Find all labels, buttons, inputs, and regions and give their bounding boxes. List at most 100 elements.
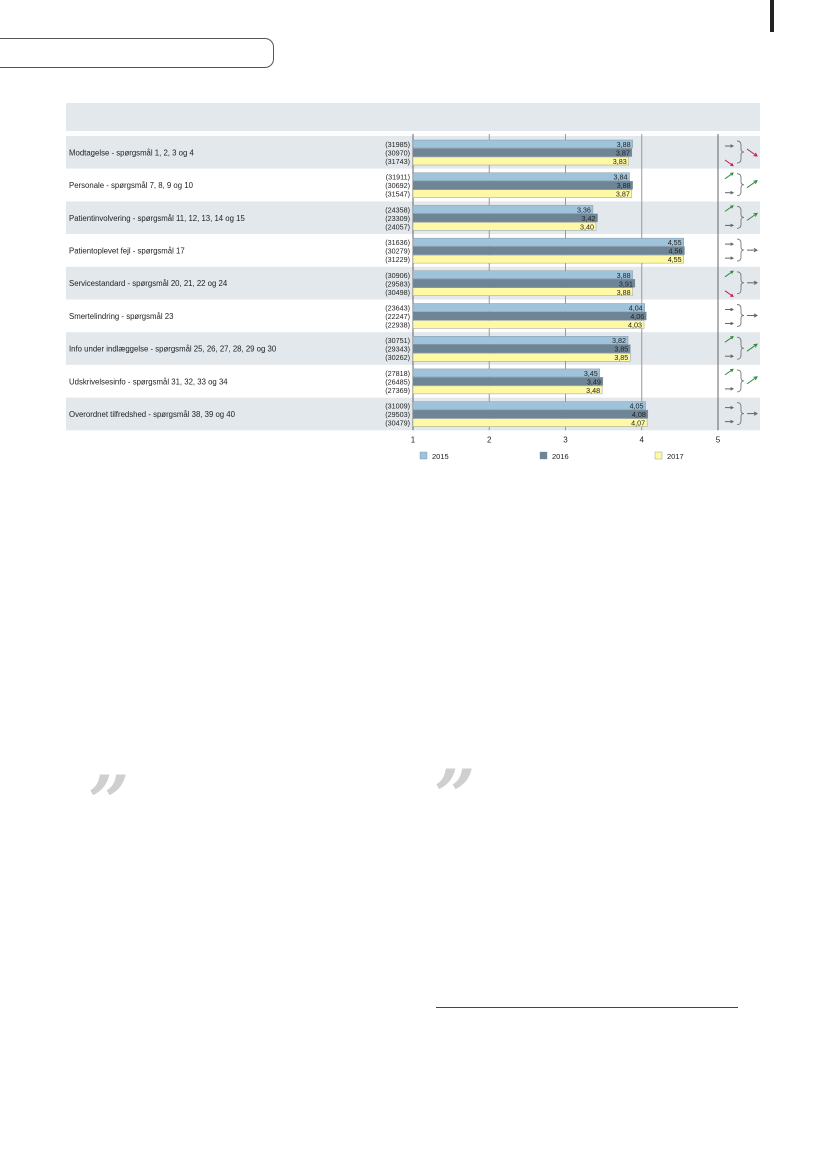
brace-icon bbox=[736, 402, 745, 426]
category-label: Info under indlæggelse - spørgsmål 25, 2… bbox=[69, 345, 277, 354]
respondent-count: (23643) bbox=[385, 304, 410, 313]
respondent-count: (22938) bbox=[385, 321, 410, 330]
trend-arrow-icon bbox=[724, 368, 734, 376]
trend-arrow-icon bbox=[753, 152, 758, 157]
divider-line bbox=[436, 1007, 738, 1008]
trend-arrow-icon bbox=[746, 212, 758, 221]
bar-value-label: 3,88 bbox=[617, 181, 631, 190]
trend-arrow-icon bbox=[746, 343, 758, 352]
bar-value-label: 3,82 bbox=[612, 336, 626, 345]
brace-icon bbox=[736, 205, 745, 229]
bar bbox=[412, 377, 604, 386]
trend-arrow-icon bbox=[724, 290, 734, 297]
bar bbox=[412, 336, 629, 345]
bar bbox=[412, 311, 647, 321]
bar-value-label: 3,42 bbox=[582, 214, 596, 223]
respondent-count: (30479) bbox=[385, 419, 410, 428]
bar-value-label: 4,55 bbox=[668, 238, 682, 247]
category-label: Patientinvolvering - spørgsmål 11, 12, 1… bbox=[69, 214, 245, 223]
bar-value-label: 3,87 bbox=[616, 190, 630, 199]
bar-value-label: 3,88 bbox=[617, 140, 631, 149]
trend-arrow-icon bbox=[753, 411, 759, 416]
trend-arrow-icon bbox=[730, 321, 735, 326]
category-label: Personale - spørgsmål 7, 8, 9 og 10 bbox=[69, 181, 194, 190]
bar-value-label: 3,49 bbox=[587, 377, 601, 386]
respondent-count: (30692) bbox=[385, 181, 410, 190]
bar bbox=[412, 320, 645, 329]
respondent-count: (31911) bbox=[386, 173, 410, 182]
bar-value-label: 3,87 bbox=[616, 149, 630, 158]
trend-arrow-icon bbox=[730, 387, 735, 391]
header-tab bbox=[0, 38, 274, 68]
trend-arrow-icon bbox=[753, 212, 758, 217]
bar-value-label: 4,04 bbox=[629, 304, 643, 313]
bar-value-label: 3,85 bbox=[614, 353, 628, 362]
respondent-count: (22247) bbox=[385, 312, 410, 321]
trend-arrow-icon bbox=[753, 247, 759, 253]
trend-arrow-icon bbox=[724, 205, 734, 212]
x-tick-label: 2 bbox=[487, 435, 492, 444]
bar-value-label: 4,56 bbox=[668, 247, 682, 256]
respondent-count: (31985) bbox=[385, 140, 410, 149]
bar bbox=[412, 222, 597, 231]
trend-arrow-icon bbox=[730, 354, 735, 358]
bar bbox=[412, 189, 633, 198]
respondent-count: (31009) bbox=[385, 402, 410, 411]
bar-value-label: 3,40 bbox=[580, 222, 594, 231]
bar bbox=[412, 279, 636, 288]
respondent-count: (29343) bbox=[385, 345, 410, 354]
respondent-count: (30751) bbox=[385, 336, 410, 345]
bar bbox=[412, 368, 601, 378]
respondent-count: (26485) bbox=[385, 377, 410, 386]
bar bbox=[412, 344, 631, 353]
quote-mark-right-icon: ” bbox=[434, 753, 476, 838]
legend-label: 2016 bbox=[552, 452, 569, 461]
legend-label: 2017 bbox=[667, 452, 684, 461]
table-header-band bbox=[66, 103, 760, 131]
bar-value-label: 3,84 bbox=[614, 173, 628, 182]
legend-swatch bbox=[539, 451, 548, 460]
bar bbox=[412, 254, 684, 264]
bar-value-label: 4,03 bbox=[628, 321, 642, 330]
category-label: Udskrivelsesinfo - spørgsmål 31, 32, 33 … bbox=[69, 377, 228, 386]
x-tick-label: 4 bbox=[640, 435, 645, 444]
trend-arrow-icon bbox=[746, 376, 758, 385]
category-label: Smertelindring - spørgsmål 23 bbox=[69, 312, 173, 321]
trend-arrow-icon bbox=[753, 343, 758, 348]
category-label: Servicestandard - spørgsmål 20, 21, 22 o… bbox=[69, 279, 228, 288]
trend-arrow-icon bbox=[724, 172, 734, 180]
category-label: Patientoplevet fejl - spørgsmål 17 bbox=[69, 246, 185, 255]
bar-value-label: 3,88 bbox=[617, 271, 631, 280]
respondent-count: (24057) bbox=[385, 222, 410, 231]
legend-label: 2015 bbox=[432, 452, 449, 461]
bar bbox=[412, 246, 685, 255]
trend-arrow-icon bbox=[730, 293, 734, 297]
trend-arrow-icon bbox=[730, 405, 735, 410]
trend-arrow-icon bbox=[746, 148, 758, 157]
respondent-count: (30970) bbox=[385, 149, 410, 158]
trend-arrow-icon bbox=[730, 162, 734, 167]
respondent-count: (30906) bbox=[385, 271, 410, 280]
x-tick-label: 1 bbox=[411, 435, 416, 444]
bar bbox=[412, 270, 633, 279]
trend-arrow-icon bbox=[753, 376, 758, 381]
page-edge-bar bbox=[770, 0, 774, 32]
brace-icon bbox=[736, 140, 745, 164]
brace-icon bbox=[736, 304, 745, 327]
bar bbox=[412, 385, 603, 395]
brace-icon bbox=[736, 271, 745, 295]
trend-arrow-icon bbox=[746, 180, 758, 189]
trend-arrow-icon bbox=[753, 180, 758, 185]
bar bbox=[412, 418, 648, 427]
brace-icon bbox=[736, 173, 745, 197]
trend-arrow-icon bbox=[724, 336, 734, 343]
brace-icon bbox=[736, 238, 745, 262]
respondent-count: (23309) bbox=[385, 214, 410, 223]
respondent-count: (29503) bbox=[385, 410, 410, 419]
bar bbox=[412, 180, 633, 190]
trend-arrow-icon bbox=[724, 270, 734, 278]
brace-icon bbox=[736, 336, 745, 360]
trend-arrow-icon bbox=[730, 270, 734, 274]
bar-value-label: 3,83 bbox=[613, 157, 627, 166]
trend-arrow-icon bbox=[730, 223, 735, 228]
